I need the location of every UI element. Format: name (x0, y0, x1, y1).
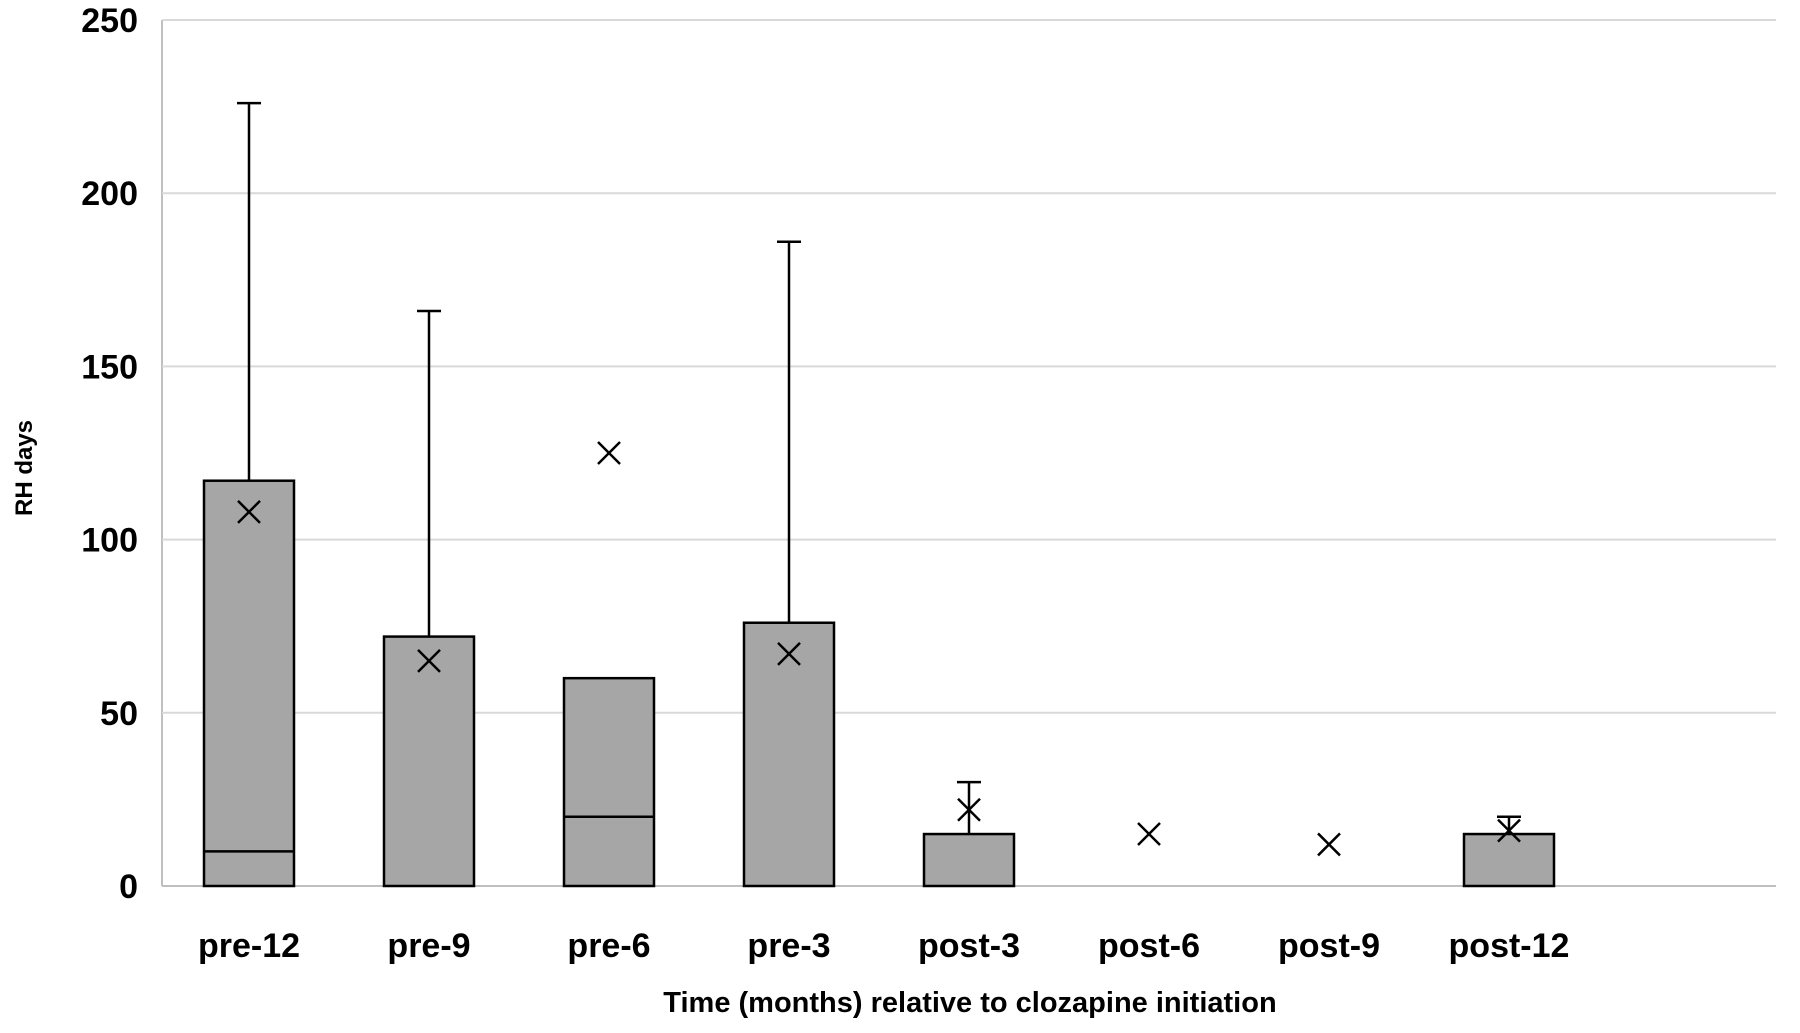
boxes (202, 101, 1556, 888)
mean-marker-stroke (417, 648, 441, 673)
x-tick-labels: pre-12 pre-9 pre-6 pre-3 post-3 post-6 post-9 p… (198, 927, 1569, 965)
x-tick-label: post-9 (1278, 927, 1380, 965)
mean-marker-stroke (1317, 832, 1341, 857)
mean-marker-stroke (597, 441, 621, 465)
mean-marker-stroke (1137, 822, 1161, 846)
box-post-12 (1462, 832, 1556, 888)
y-tick-label: 150 (81, 348, 138, 386)
mean-marker (957, 797, 981, 822)
mean-marker-stroke (1497, 818, 1521, 843)
x-tick-label: post-6 (1098, 927, 1200, 965)
y-tick-label: 100 (81, 522, 138, 560)
x-axis-title: Time (months) relative to clozapine init… (663, 987, 1276, 1019)
x-tick-label: post-12 (1449, 927, 1570, 965)
y-tick-label: 50 (100, 695, 138, 733)
x-tick-label: pre-9 (387, 927, 470, 965)
x-tick-label: pre-6 (567, 927, 650, 965)
mean-marker (1497, 818, 1521, 843)
mean-marker (417, 648, 441, 673)
mean-marker (777, 642, 801, 666)
x-tick-label: pre-12 (198, 927, 300, 965)
mean-marker (1137, 822, 1161, 846)
mean-marker-stroke (777, 642, 801, 666)
y-tick-label: 0 (119, 868, 138, 906)
box-post-3 (922, 832, 1016, 888)
box-pre-9 (382, 635, 476, 888)
y-tick-label: 200 (81, 175, 138, 213)
x-tick-label: post-3 (918, 927, 1020, 965)
y-tick-label: 250 (81, 2, 138, 40)
mean-marker (237, 500, 261, 524)
mean-marker (597, 441, 621, 465)
box-pre-3 (742, 621, 836, 888)
box-pre-12 (202, 479, 296, 888)
mean-marker (1317, 832, 1341, 857)
y-tick-labels: 0 50 100 150 200 250 (81, 2, 138, 906)
mean-marker-stroke (957, 797, 981, 822)
x-tick-label: pre-3 (747, 927, 830, 965)
box-pre-6 (562, 676, 656, 888)
y-axis-title: RH days (11, 420, 38, 516)
mean-marker-stroke (237, 500, 261, 524)
